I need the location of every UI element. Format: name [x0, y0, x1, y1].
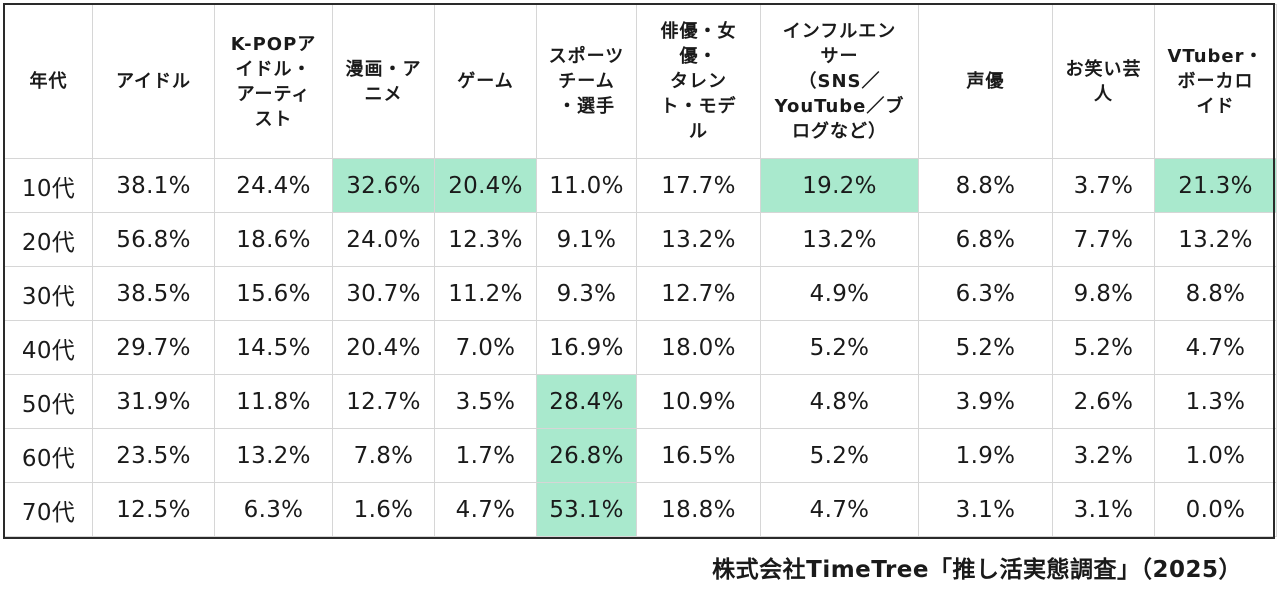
value-cell: 20.4%	[434, 158, 537, 213]
header-category: VTuber・ ボーカロ イド	[1154, 4, 1277, 159]
value-cell: 4.7%	[760, 482, 919, 537]
value-cell: 53.1%	[536, 482, 637, 537]
header-age: 年代	[4, 4, 93, 159]
header-row: 年代 アイドル K-POPア イドル・ アーティ スト 漫画・ア ニメ ゲーム スポーツ …	[4, 4, 1277, 159]
table-row: 20代 56.8% 18.6% 24.0% 12.3% 9.1% 13.2% 13.2% 6.8…	[4, 212, 1277, 267]
value-cell: 30.7%	[332, 266, 435, 321]
value-cell: 1.7%	[434, 428, 537, 483]
age-cell: 20代	[4, 212, 93, 267]
value-cell: 2.6%	[1052, 374, 1155, 429]
value-cell: 13.2%	[760, 212, 919, 267]
table-row: 30代 38.5% 15.6% 30.7% 11.2% 9.3% 12.7% 4.9% 6.3%…	[4, 266, 1277, 321]
value-cell: 7.0%	[434, 320, 537, 375]
value-cell: 0.0%	[1154, 482, 1277, 537]
header-category: 声優	[918, 4, 1053, 159]
header-category: お笑い芸 人	[1052, 4, 1155, 159]
value-cell: 18.0%	[636, 320, 761, 375]
age-cell: 70代	[4, 482, 93, 537]
value-cell: 5.2%	[918, 320, 1053, 375]
table-row: 70代 12.5% 6.3% 1.6% 4.7% 53.1% 18.8% 4.7% 3.1% 3.…	[4, 482, 1277, 537]
value-cell: 3.9%	[918, 374, 1053, 429]
value-cell: 6.3%	[918, 266, 1053, 321]
value-cell: 1.3%	[1154, 374, 1277, 429]
value-cell: 21.3%	[1154, 158, 1277, 213]
value-cell: 19.2%	[760, 158, 919, 213]
value-cell: 3.1%	[918, 482, 1053, 537]
value-cell: 3.5%	[434, 374, 537, 429]
value-cell: 11.2%	[434, 266, 537, 321]
value-cell: 18.6%	[214, 212, 333, 267]
table-row: 10代 38.1% 24.4% 32.6% 20.4% 11.0% 17.7% 19.2% 8.…	[4, 158, 1277, 213]
value-cell: 12.7%	[332, 374, 435, 429]
value-cell: 1.6%	[332, 482, 435, 537]
value-cell: 23.5%	[92, 428, 215, 483]
value-cell: 4.8%	[760, 374, 919, 429]
age-cell: 50代	[4, 374, 93, 429]
value-cell: 4.9%	[760, 266, 919, 321]
value-cell: 16.5%	[636, 428, 761, 483]
value-cell: 6.3%	[214, 482, 333, 537]
value-cell: 1.0%	[1154, 428, 1277, 483]
source-caption: 株式会社TimeTree「推し活実態調査」（2025）	[712, 557, 1242, 583]
value-cell: 16.9%	[536, 320, 637, 375]
value-cell: 26.8%	[536, 428, 637, 483]
value-cell: 17.7%	[636, 158, 761, 213]
value-cell: 3.1%	[1052, 482, 1155, 537]
value-cell: 9.3%	[536, 266, 637, 321]
value-cell: 29.7%	[92, 320, 215, 375]
value-cell: 3.7%	[1052, 158, 1155, 213]
value-cell: 1.9%	[918, 428, 1053, 483]
age-cell: 30代	[4, 266, 93, 321]
value-cell: 11.0%	[536, 158, 637, 213]
value-cell: 5.2%	[760, 428, 919, 483]
table-row: 60代 23.5% 13.2% 7.8% 1.7% 26.8% 16.5% 5.2% 1.9% 3…	[4, 428, 1277, 483]
age-cell: 10代	[4, 158, 93, 213]
value-cell: 7.8%	[332, 428, 435, 483]
header-category: インフルエン サー （SNS／ YouTube／ブ ログなど）	[760, 4, 919, 159]
value-cell: 14.5%	[214, 320, 333, 375]
table-row: 40代 29.7% 14.5% 20.4% 7.0% 16.9% 18.0% 5.2% 5.2%…	[4, 320, 1277, 375]
value-cell: 11.8%	[214, 374, 333, 429]
value-cell: 8.8%	[918, 158, 1053, 213]
value-cell: 28.4%	[536, 374, 637, 429]
value-cell: 6.8%	[918, 212, 1053, 267]
header-category: ゲーム	[434, 4, 537, 159]
value-cell: 9.8%	[1052, 266, 1155, 321]
value-cell: 24.4%	[214, 158, 333, 213]
header-category: アイドル	[92, 4, 215, 159]
value-cell: 13.2%	[636, 212, 761, 267]
value-cell: 20.4%	[332, 320, 435, 375]
value-cell: 10.9%	[636, 374, 761, 429]
header-category: 俳優・女 優・ タレン ト・モデ ル	[636, 4, 761, 159]
value-cell: 5.2%	[1052, 320, 1155, 375]
value-cell: 9.1%	[536, 212, 637, 267]
value-cell: 32.6%	[332, 158, 435, 213]
header-category: スポーツ チーム ・選手	[536, 4, 637, 159]
age-cell: 40代	[4, 320, 93, 375]
value-cell: 13.2%	[1154, 212, 1277, 267]
value-cell: 3.2%	[1052, 428, 1155, 483]
value-cell: 24.0%	[332, 212, 435, 267]
value-cell: 8.8%	[1154, 266, 1277, 321]
value-cell: 38.1%	[92, 158, 215, 213]
age-cell: 60代	[4, 428, 93, 483]
value-cell: 12.3%	[434, 212, 537, 267]
value-cell: 12.5%	[92, 482, 215, 537]
oshi-survey-table: 年代 アイドル K-POPア イドル・ アーティ スト 漫画・ア ニメ ゲーム スポーツ …	[4, 4, 1277, 537]
table-body: 10代 38.1% 24.4% 32.6% 20.4% 11.0% 17.7% 19.2% 8.…	[4, 158, 1277, 537]
value-cell: 13.2%	[214, 428, 333, 483]
value-cell: 4.7%	[1154, 320, 1277, 375]
value-cell: 7.7%	[1052, 212, 1155, 267]
value-cell: 15.6%	[214, 266, 333, 321]
value-cell: 18.8%	[636, 482, 761, 537]
header-category: 漫画・ア ニメ	[332, 4, 435, 159]
header-category: K-POPア イドル・ アーティ スト	[214, 4, 333, 159]
value-cell: 5.2%	[760, 320, 919, 375]
table-row: 50代 31.9% 11.8% 12.7% 3.5% 28.4% 10.9% 4.8% 3.9%…	[4, 374, 1277, 429]
value-cell: 4.7%	[434, 482, 537, 537]
value-cell: 56.8%	[92, 212, 215, 267]
value-cell: 38.5%	[92, 266, 215, 321]
value-cell: 31.9%	[92, 374, 215, 429]
value-cell: 12.7%	[636, 266, 761, 321]
